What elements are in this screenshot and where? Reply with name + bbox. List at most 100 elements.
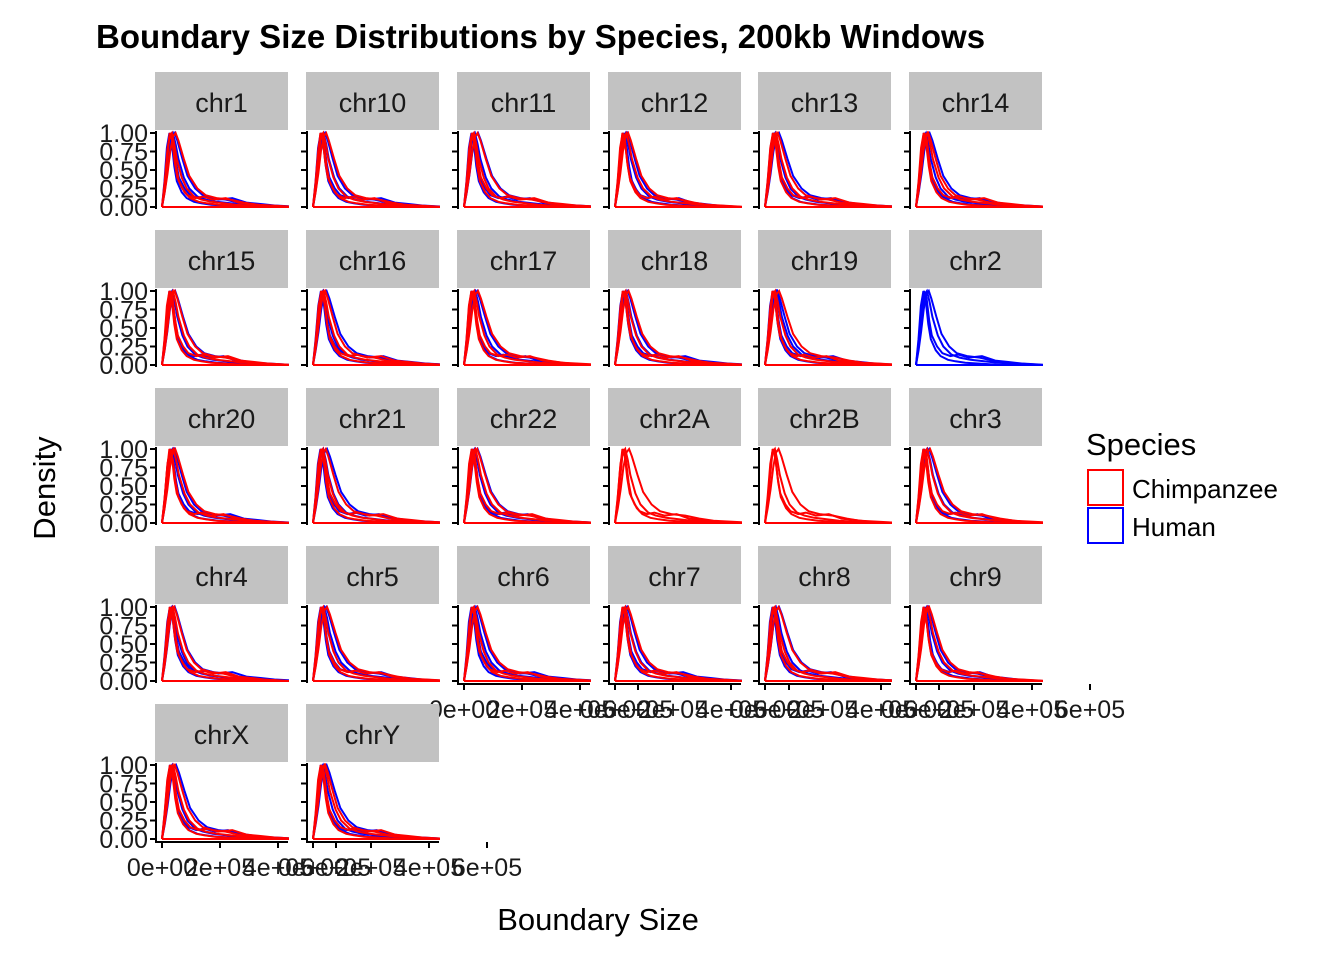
strip-background bbox=[909, 546, 1042, 604]
x-tick-label: 6e+05 bbox=[301, 854, 371, 882]
y-tick-label: 0.75 bbox=[99, 455, 148, 483]
density-line-chimpanzee bbox=[312, 290, 440, 366]
x-tick-label: 4e+05 bbox=[846, 696, 916, 724]
strip-background bbox=[758, 388, 891, 446]
density-line-chimpanzee bbox=[764, 288, 892, 366]
density-curves bbox=[614, 604, 742, 682]
density-curves bbox=[312, 446, 440, 524]
y-tick-label: 0.25 bbox=[99, 650, 148, 678]
x-tick-label: 6e+05 bbox=[1055, 696, 1125, 724]
y-tick-label: 0.50 bbox=[99, 157, 148, 185]
legend-label: Human bbox=[1132, 512, 1216, 542]
panel-chr12: chr12 bbox=[603, 72, 742, 209]
x-tick-label: 6e+05 bbox=[603, 696, 673, 724]
y-axis-title: Density bbox=[27, 436, 62, 540]
strip-background bbox=[457, 72, 590, 130]
strip-label: chr14 bbox=[942, 88, 1010, 118]
x-tick-label: 2e+05 bbox=[638, 696, 708, 724]
x-tick-label: 2e+05 bbox=[185, 854, 255, 882]
y-tick-label: 0.50 bbox=[99, 473, 148, 501]
panel-chr20: chr20 0.000.250.500.751.00 bbox=[99, 388, 289, 538]
density-line-chimpanzee bbox=[463, 130, 591, 208]
density-line-chimpanzee bbox=[915, 130, 1043, 208]
panel-chr15: chr15 0.000.250.500.751.00 bbox=[99, 230, 289, 380]
density-line-chimpanzee bbox=[161, 448, 289, 524]
density-curves bbox=[161, 446, 289, 524]
strip-background bbox=[155, 546, 288, 604]
strip-label: chr4 bbox=[195, 562, 248, 592]
density-curves bbox=[764, 604, 892, 682]
strip-label: chr18 bbox=[641, 246, 709, 276]
density-curves bbox=[312, 130, 440, 208]
density-curves bbox=[463, 288, 591, 366]
strip-label: chr2 bbox=[949, 246, 1002, 276]
density-curves bbox=[915, 604, 1043, 682]
density-curves bbox=[463, 446, 591, 524]
strip-label: chrY bbox=[345, 720, 401, 750]
y-tick-label: 1.00 bbox=[99, 594, 148, 622]
y-tick-label: 0.00 bbox=[99, 510, 148, 538]
density-line-chimpanzee bbox=[915, 446, 1043, 524]
density-curves bbox=[915, 288, 1043, 366]
y-tick-label: 0.00 bbox=[99, 668, 148, 696]
density-line-chimpanzee bbox=[312, 762, 440, 840]
strip-label: chr17 bbox=[490, 246, 558, 276]
x-tick-label: 4e+05 bbox=[545, 696, 615, 724]
strip-label: chr5 bbox=[346, 562, 399, 592]
y-tick-label: 0.75 bbox=[99, 139, 148, 167]
strip-background bbox=[608, 230, 741, 288]
y-tick-label: 1.00 bbox=[99, 436, 148, 464]
strip-background bbox=[457, 388, 590, 446]
density-curves bbox=[312, 288, 440, 366]
y-tick-label: 0.50 bbox=[99, 789, 148, 817]
y-tick-label: 1.00 bbox=[99, 752, 148, 780]
panel-chr22: chr22 bbox=[452, 388, 591, 525]
strip-label: chr1 bbox=[195, 88, 248, 118]
panel-chr5: chr5 bbox=[301, 546, 440, 683]
strip-background bbox=[155, 388, 288, 446]
strip-background bbox=[306, 704, 439, 762]
strip-label: chr11 bbox=[491, 88, 557, 118]
legend-label: Chimpanzee bbox=[1132, 474, 1278, 504]
density-curves bbox=[764, 288, 892, 366]
legend-item-human: Human bbox=[1087, 507, 1216, 544]
panel-chr2: chr2 bbox=[904, 230, 1043, 367]
strip-background bbox=[909, 388, 1042, 446]
density-line-chimpanzee bbox=[614, 446, 742, 524]
legend-key bbox=[1087, 507, 1124, 544]
strip-background bbox=[909, 230, 1042, 288]
density-line-chimpanzee bbox=[161, 132, 289, 208]
panel-chr2A: chr2A bbox=[603, 388, 742, 525]
strip-background bbox=[758, 72, 891, 130]
panel-chr10: chr10 bbox=[301, 72, 440, 209]
legend-title: Species bbox=[1086, 427, 1196, 462]
density-curves bbox=[463, 604, 591, 682]
x-tick-label: 2e+05 bbox=[788, 696, 858, 724]
panel-chr1: chr1 0.000.250.500.751.00 bbox=[99, 72, 289, 222]
x-tick-label: 6e+05 bbox=[452, 854, 522, 882]
strip-label: chr2B bbox=[789, 404, 860, 434]
x-tick-label: 2e+05 bbox=[939, 696, 1009, 724]
x-tick-label: 0e+00 bbox=[127, 854, 197, 882]
x-tick-label: 4e+05 bbox=[997, 696, 1067, 724]
panel-chr4: chr4 0.000.250.500.751.00 bbox=[99, 546, 289, 696]
density-curves bbox=[161, 604, 289, 682]
strip-label: chr3 bbox=[949, 404, 1002, 434]
x-tick-label: 6e+05 bbox=[904, 696, 974, 724]
panel-chr19: chr19 bbox=[753, 230, 892, 367]
y-tick-label: 0.25 bbox=[99, 334, 148, 362]
strip-label: chr20 bbox=[188, 404, 256, 434]
x-tick-label: 4e+05 bbox=[394, 854, 464, 882]
density-curves bbox=[614, 130, 742, 208]
panel-chr13: chr13 bbox=[753, 72, 892, 209]
density-curves bbox=[915, 446, 1043, 524]
x-tick-label: 4e+05 bbox=[243, 854, 313, 882]
legend-key bbox=[1087, 469, 1124, 506]
strip-background bbox=[909, 72, 1042, 130]
strip-background bbox=[306, 546, 439, 604]
panel-chr11: chr11 bbox=[452, 72, 591, 209]
